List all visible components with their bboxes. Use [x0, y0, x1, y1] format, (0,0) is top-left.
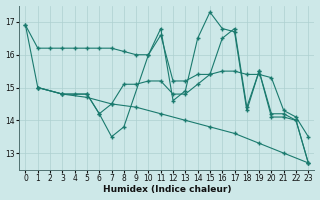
X-axis label: Humidex (Indice chaleur): Humidex (Indice chaleur): [103, 185, 231, 194]
